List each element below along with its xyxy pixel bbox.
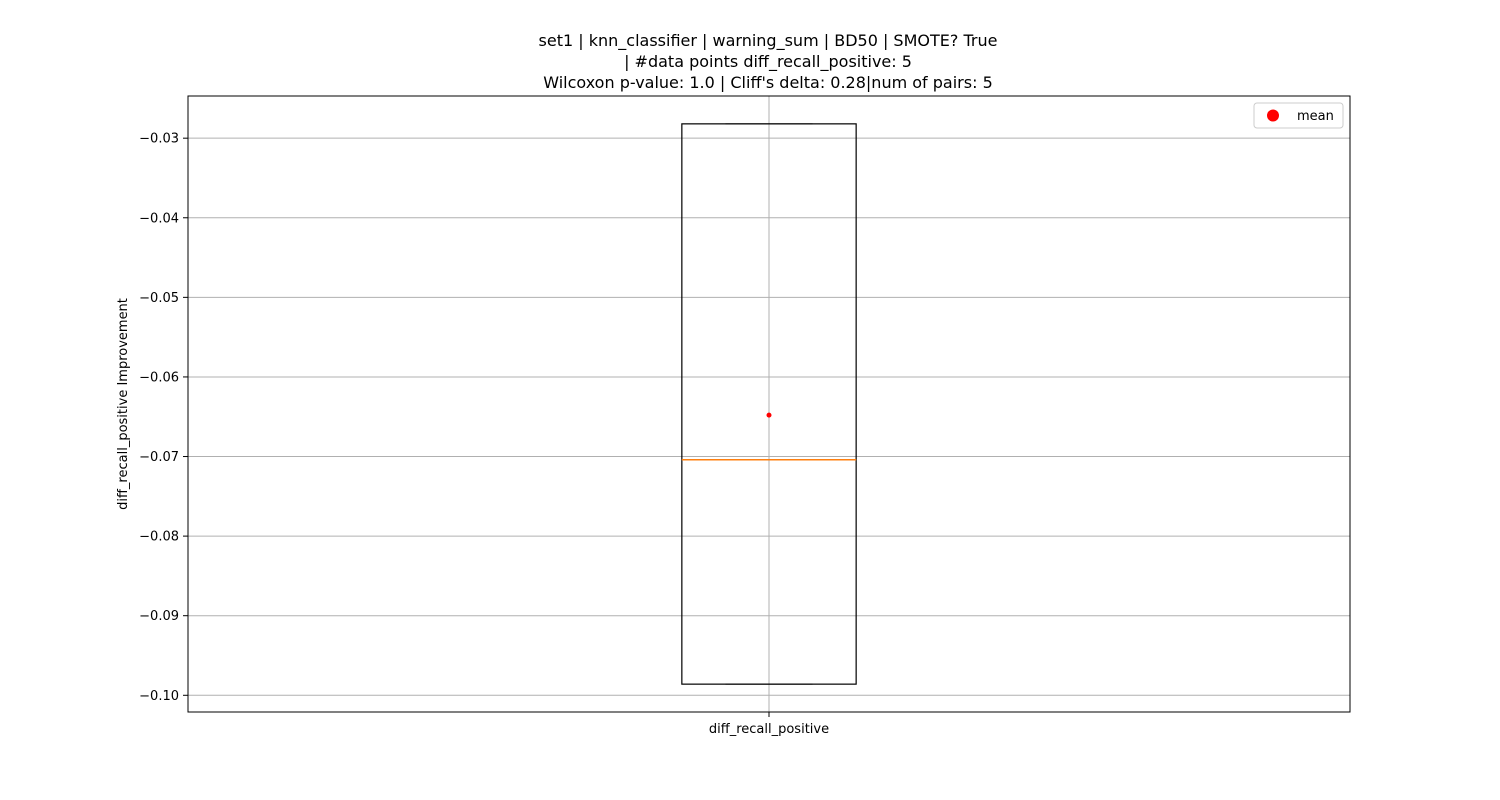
chart-title-line-2: | #data points diff_recall_positive: 5 <box>624 52 912 72</box>
y-axis: −0.03 −0.04 −0.05 −0.06 −0.07 −0.08 −0.09 −0.10 <box>139 132 188 704</box>
y-tick-label: −0.03 <box>139 132 179 147</box>
y-tick-label: −0.07 <box>139 450 179 465</box>
mean-marker <box>766 412 772 418</box>
legend: mean <box>1253 102 1344 129</box>
iqr-box <box>681 123 857 685</box>
y-tick-label: −0.05 <box>139 291 179 306</box>
y-tick-label: −0.08 <box>139 530 179 545</box>
y-tick-label: −0.10 <box>139 689 179 704</box>
x-tick-label: diff_recall_positive <box>709 722 829 737</box>
y-tick-label: −0.09 <box>139 609 179 624</box>
legend-mean-label: mean <box>1297 109 1334 124</box>
y-tick-label: −0.06 <box>139 370 179 385</box>
box-series <box>681 123 857 685</box>
x-axis: diff_recall_positive <box>709 712 829 737</box>
y-axis-label: diff_recall_positive Improvement <box>116 298 131 510</box>
chart-title: set1 | knn_classifier | warning_sum | BD… <box>539 31 998 92</box>
y-tick-label: −0.04 <box>139 211 179 226</box>
chart-title-line-3: Wilcoxon p-value: 1.0 | Cliff's delta: 0… <box>543 73 993 92</box>
chart-title-line-1: set1 | knn_classifier | warning_sum | BD… <box>539 31 998 51</box>
legend-mean-marker <box>1267 109 1279 122</box>
legend-box <box>1253 102 1344 129</box>
